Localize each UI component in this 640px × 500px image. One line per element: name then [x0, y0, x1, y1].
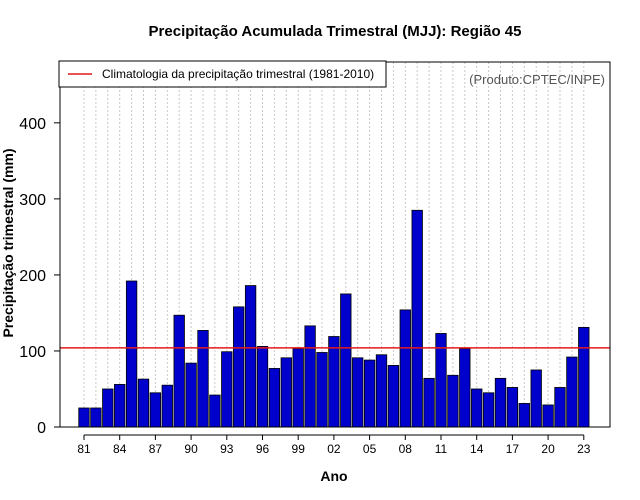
bar-2003 [340, 293, 352, 428]
bar-2000 [304, 325, 316, 428]
x-axis-label: Ano [320, 468, 347, 484]
bar-2019 [530, 369, 542, 428]
x-tick-label: 08 [399, 442, 413, 456]
y-tick-label: 200 [19, 268, 46, 285]
bar-2018 [518, 403, 530, 428]
bar-1990 [185, 362, 197, 428]
bar-1983 [102, 388, 114, 428]
bar-1986 [137, 378, 150, 428]
bar-1991 [197, 330, 209, 428]
bar-1985 [125, 280, 138, 428]
x-tick-label: 11 [435, 442, 448, 456]
x-tick-label: 23 [577, 442, 591, 456]
x-axis: 81 84 87 90 93 96 99 02 05 08 11 14 17 20 23 [77, 434, 591, 456]
bars [78, 209, 590, 428]
x-tick-label: 20 [541, 442, 555, 456]
x-tick-label: 84 [113, 442, 127, 456]
bar-1995 [244, 285, 257, 428]
bar-2020 [542, 404, 554, 428]
bar-2022 [566, 356, 578, 428]
bar-2013 [459, 348, 471, 428]
credit-label: (Produto:CPTEC/INPE) [469, 72, 605, 87]
bar-2017 [506, 387, 519, 428]
bar-1982 [90, 407, 102, 428]
legend-box [58, 60, 387, 88]
bar-1987 [149, 392, 162, 428]
bar-1999 [292, 348, 304, 428]
x-tick-label: 81 [77, 442, 91, 456]
x-tick-label: 87 [149, 442, 163, 456]
bar-2023 [578, 326, 590, 428]
x-tick-label: 17 [506, 442, 520, 456]
x-tick-label: 14 [470, 442, 484, 456]
bar-2014 [471, 388, 483, 428]
bar-1988 [161, 384, 173, 428]
bar-2007 [387, 365, 400, 428]
y-tick-label: 100 [19, 344, 46, 361]
y-tick-label: 300 [19, 192, 46, 209]
x-tick-label: 99 [292, 442, 306, 456]
y-tick-label: 400 [19, 116, 46, 133]
chart-title: Precipitação Acumulada Trimestral (MJJ):… [149, 23, 522, 40]
bar-2009 [411, 209, 423, 428]
bar-1989 [173, 314, 185, 428]
bar-1998 [280, 357, 292, 428]
x-tick-label: 05 [363, 442, 377, 456]
bar-2010 [423, 377, 435, 428]
y-axis-label: Precipitação trimestral (mm) [0, 148, 16, 337]
y-axis: 0 100 200 300 400 [19, 116, 60, 437]
bar-1984 [114, 384, 126, 428]
legend-label: Climatologia da precipitação trimestral … [102, 67, 374, 81]
x-tick-label: 02 [327, 442, 341, 456]
legend: Climatologia da precipitação trimestral … [58, 60, 387, 88]
bar-1993 [221, 351, 233, 428]
bar-1992 [209, 394, 221, 428]
bar-2006 [375, 354, 388, 428]
bar-2004 [352, 357, 364, 428]
bar-2016 [494, 377, 507, 428]
bar-1994 [233, 306, 245, 428]
bar-2005 [363, 359, 376, 428]
bar-2015 [482, 392, 495, 428]
bar-1996 [256, 345, 269, 428]
bar-2008 [399, 309, 411, 428]
bar-2021 [554, 387, 566, 428]
x-tick-label: 93 [220, 442, 234, 456]
bar-2012 [447, 374, 459, 428]
x-tick-label: 96 [256, 442, 270, 456]
y-tick-label: 0 [37, 420, 46, 437]
bar-2001 [316, 352, 328, 428]
x-tick-label: 90 [184, 442, 198, 456]
bar-2002 [328, 336, 340, 428]
bar-1997 [268, 368, 281, 428]
bar-1981 [78, 407, 90, 428]
